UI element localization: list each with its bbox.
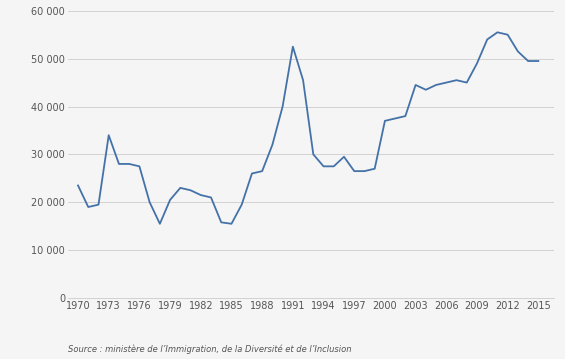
Text: Source : ministère de l’Immigration, de la Diversité et de l’Inclusion: Source : ministère de l’Immigration, de … [68, 344, 351, 354]
